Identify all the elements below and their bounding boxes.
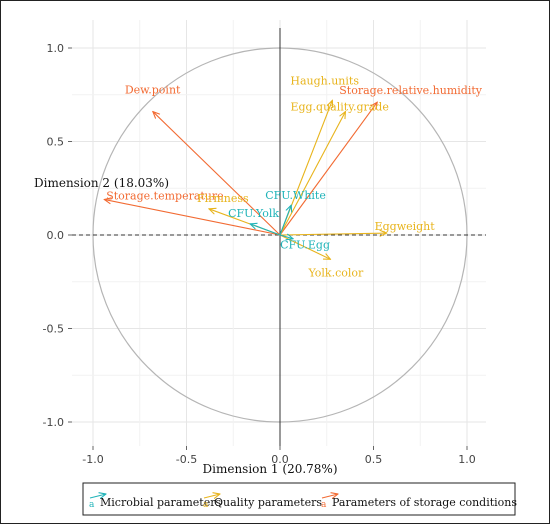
y-tick-label: 0.5 [47,136,65,149]
label-haugh-units: Haugh.units [290,74,359,87]
legend-item-1: Microbial parameters [100,496,222,509]
label-cfu-white: CFU.White [265,189,326,202]
y-axis-label: Dimension 2 (18.03%) [34,176,169,190]
arrow-cfu-yolk [250,224,281,236]
legend-key-arrow [89,494,106,498]
legend-key-letter: a [203,500,209,510]
x-tick-label: -1.0 [82,453,103,466]
x-tick-label: 1.0 [458,453,476,466]
x-tick-label: -0.5 [176,453,197,466]
x-tick-label: 0.0 [271,453,289,466]
label-storage-relative-humidity: Storage.relative.humidity [339,84,483,97]
y-tick-label: -0.5 [43,323,64,336]
arrow-cfu-white [279,205,291,236]
grid [72,20,486,446]
label-egg-quality-grade: Egg.quality.grade [290,101,388,114]
legend-box [82,482,516,516]
x-axis-ticks: -1.0 -0.5 0.0 0.5 1.0 [82,446,476,466]
y-tick-label: -1.0 [43,416,64,429]
label-eggweight: Eggweight [375,220,436,233]
legend-key-letter: a [321,500,327,510]
arrow-storage-relative-humidity [279,102,377,236]
x-tick-label: 0.5 [365,453,383,466]
variable-labels: Dew.point Storage.temperature Storage.rela… [106,74,483,279]
y-tick-label: 1.0 [47,42,65,55]
label-dew-point: Dew.point [125,84,181,97]
arrow-egg-quality-grade [279,112,345,236]
legend-key-arrow [321,494,338,498]
x-axis-label: Dimension 1 (20.78%) [203,462,338,476]
y-axis-ticks: 1.0 0.5 0.0 -0.5 -1.0 [43,42,72,429]
arrow-dew-point [153,112,281,236]
label-yolk-color: Yolk.color [307,266,364,279]
legend-item-2: Quality parameters [214,496,322,509]
y-tick-label: 0.0 [47,229,65,242]
label-storage-temperature: Storage.temperature [106,189,223,202]
label-cfu-egg: CFU.Egg [280,239,330,252]
legend-key-arrow [203,494,220,498]
legend-key-letter: a [89,500,95,510]
variable-arrows [104,100,386,259]
label-cfu-yolk: CFU.Yolk [228,207,279,220]
legend-item-3: Parameters of storage conditions [332,496,517,509]
label-firmness: Firmness [197,192,249,205]
arrow-cfu-egg [279,235,293,239]
arrow-eggweight [279,233,387,235]
